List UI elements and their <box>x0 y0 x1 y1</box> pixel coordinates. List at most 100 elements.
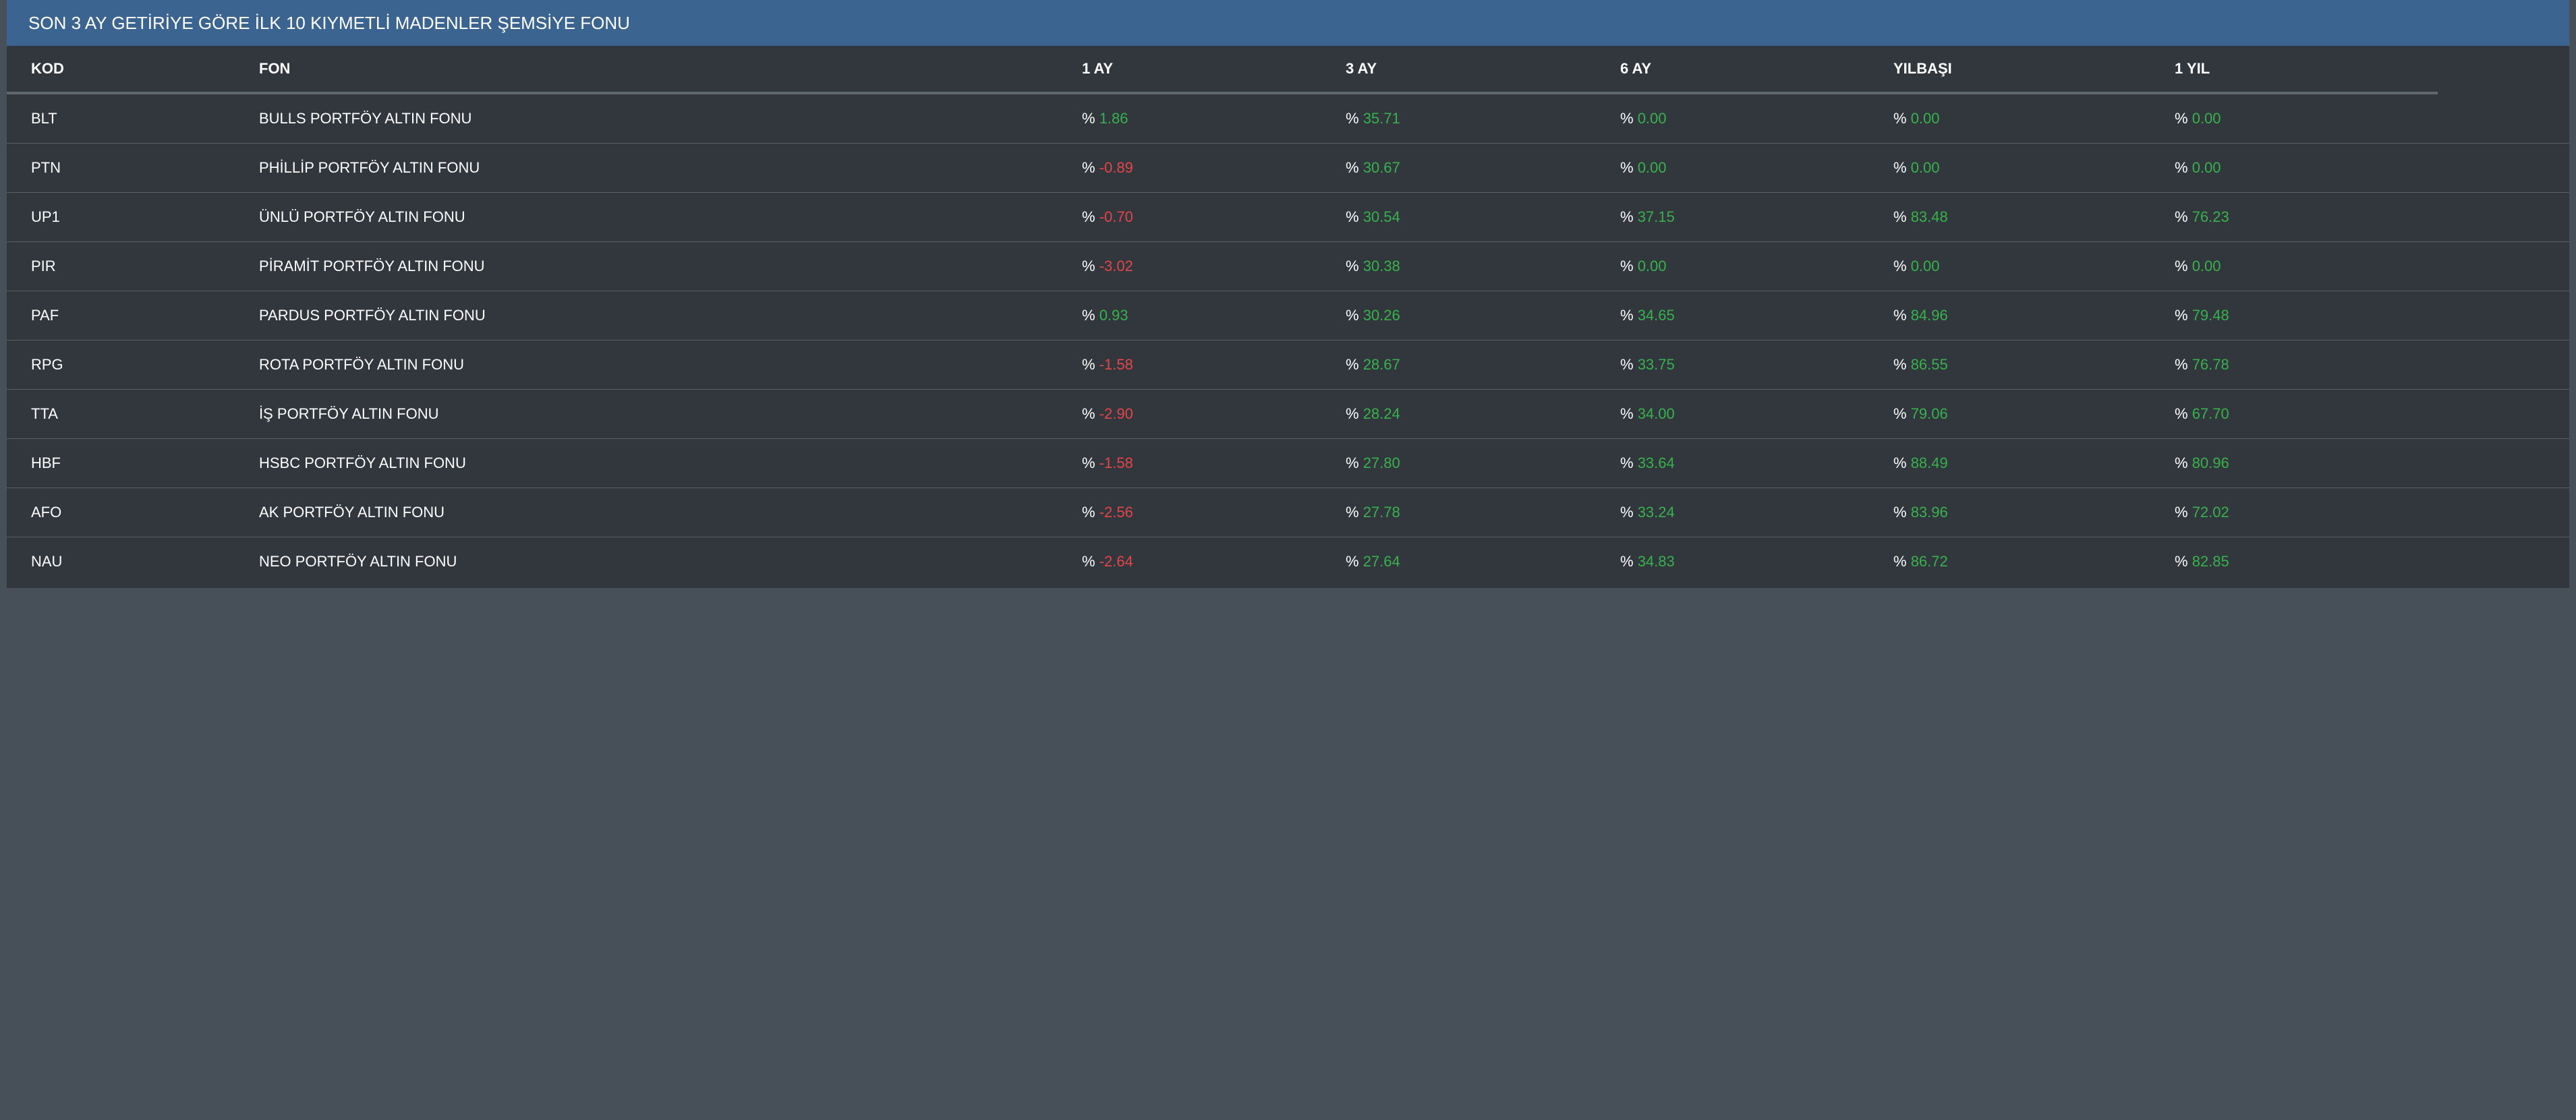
percent-sign: % <box>1346 110 1359 127</box>
table-row[interactable]: HBF HSBC PORTFÖY ALTIN FONU% -1.58% 27.80… <box>7 439 2569 488</box>
percent-sign: % <box>1620 553 1634 570</box>
return-1-yil-value: 79.48 <box>2192 307 2229 324</box>
fund-name-cell[interactable]: ROTA PORTFÖY ALTIN FONU <box>259 356 464 373</box>
return-3-ay-value: 27.80 <box>1363 454 1400 471</box>
return-6-ay-value: 33.64 <box>1637 454 1675 471</box>
column-header-1-yil[interactable]: 1 YIL <box>2175 60 2210 77</box>
table-row[interactable]: PIR PİRAMİT PORTFÖY ALTIN FONU% -3.02% 30… <box>7 242 2569 291</box>
return-6-ay-value: 33.24 <box>1637 504 1675 521</box>
fund-code-cell[interactable]: PAF <box>31 307 59 324</box>
fund-code-cell[interactable]: TTA <box>31 405 58 422</box>
table-row[interactable]: PAF PARDUS PORTFÖY ALTIN FONU% 0.93% 30.2… <box>7 291 2569 341</box>
return-6-ay-cell: % 0.00 <box>1620 242 1667 291</box>
return-1-ay-cell: % 1.86 <box>1082 94 1128 143</box>
percent-sign: % <box>1346 454 1359 471</box>
fund-code-cell[interactable]: HBF <box>31 454 61 471</box>
percent-sign: % <box>1620 356 1634 373</box>
column-header-3-ay[interactable]: 3 AY <box>1346 60 1377 77</box>
fund-code-cell[interactable]: NAU <box>31 553 63 570</box>
percent-sign: % <box>2175 159 2188 176</box>
fund-code-cell[interactable]: RPG <box>31 356 63 373</box>
column-header-yilbasi[interactable]: YILBAŞI <box>1893 60 1952 77</box>
table-row[interactable]: RPG ROTA PORTFÖY ALTIN FONU% -1.58% 28.67… <box>7 341 2569 390</box>
return-3-ay-value: 30.38 <box>1363 258 1400 274</box>
fund-name-cell[interactable]: NEO PORTFÖY ALTIN FONU <box>259 553 457 570</box>
percent-sign: % <box>1082 258 1095 274</box>
return-1-yil-cell: % 67.70 <box>2175 390 2229 438</box>
percent-sign: % <box>1082 208 1095 225</box>
column-header-fon[interactable]: FON <box>259 60 291 77</box>
fund-code-cell[interactable]: AFO <box>31 504 62 521</box>
table-row[interactable]: TTA İŞ PORTFÖY ALTIN FONU% -2.90% 28.24% … <box>7 390 2569 439</box>
fund-name-cell[interactable]: PİRAMİT PORTFÖY ALTIN FONU <box>259 258 485 274</box>
return-1-yil-value: 0.00 <box>2192 258 2221 274</box>
percent-sign: % <box>1082 454 1095 471</box>
percent-sign: % <box>1620 110 1634 127</box>
table-row[interactable]: NAU NEO PORTFÖY ALTIN FONU% -2.64% 27.64%… <box>7 537 2569 587</box>
percent-sign: % <box>2175 504 2188 521</box>
percent-sign: % <box>1082 356 1095 373</box>
fund-name-cell[interactable]: PARDUS PORTFÖY ALTIN FONU <box>259 307 486 324</box>
return-3-ay-value: 30.26 <box>1363 307 1400 324</box>
percent-sign: % <box>1346 258 1359 274</box>
percent-sign: % <box>1620 208 1634 225</box>
fund-code-cell[interactable]: PIR <box>31 258 56 274</box>
return-6-ay-value: 0.00 <box>1637 110 1667 127</box>
fund-code-cell[interactable]: BLT <box>31 110 57 127</box>
percent-sign: % <box>1082 504 1095 521</box>
return-1-yil-value: 72.02 <box>2192 504 2229 521</box>
return-1-yil-cell: % 0.00 <box>2175 94 2221 143</box>
percent-sign: % <box>1620 454 1634 471</box>
return-1-yil-cell: % 76.78 <box>2175 341 2229 389</box>
percent-sign: % <box>1082 307 1095 324</box>
fund-name-cell[interactable]: ÜNLÜ PORTFÖY ALTIN FONU <box>259 208 465 225</box>
percent-sign: % <box>1082 159 1095 176</box>
percent-sign: % <box>1082 553 1095 570</box>
return-1-ay-value: -1.58 <box>1099 454 1133 471</box>
return-yilbasi-cell: % 83.48 <box>1893 193 1948 241</box>
return-yilbasi-cell: % 0.00 <box>1893 94 1940 143</box>
return-1-ay-value: -3.02 <box>1099 258 1133 274</box>
percent-sign: % <box>1893 454 1907 471</box>
return-6-ay-cell: % 0.00 <box>1620 144 1667 192</box>
fund-name-cell[interactable]: BULLS PORTFÖY ALTIN FONU <box>259 110 472 127</box>
fund-name-cell[interactable]: İŞ PORTFÖY ALTIN FONU <box>259 405 439 422</box>
return-3-ay-value: 28.67 <box>1363 356 1400 373</box>
panel-title: SON 3 AY GETİRİYE GÖRE İLK 10 KIYMETLİ M… <box>7 0 2569 46</box>
column-header-kod[interactable]: KOD <box>31 60 64 77</box>
return-6-ay-cell: % 0.00 <box>1620 94 1667 143</box>
return-6-ay-value: 33.75 <box>1637 356 1675 373</box>
percent-sign: % <box>1082 405 1095 422</box>
return-3-ay-value: 30.67 <box>1363 159 1400 176</box>
fund-name-cell[interactable]: PHİLLİP PORTFÖY ALTIN FONU <box>259 159 480 176</box>
table-body: BLT BULLS PORTFÖY ALTIN FONU% 1.86% 35.71… <box>7 94 2569 587</box>
table-row[interactable]: UP1 ÜNLÜ PORTFÖY ALTIN FONU% -0.70% 30.54… <box>7 193 2569 242</box>
return-6-ay-cell: % 33.24 <box>1620 488 1675 537</box>
percent-sign: % <box>2175 258 2188 274</box>
column-header-1-ay[interactable]: 1 AY <box>1082 60 1114 77</box>
return-1-ay-cell: % -2.56 <box>1082 488 1133 537</box>
percent-sign: % <box>1893 504 1907 521</box>
return-6-ay-cell: % 34.00 <box>1620 390 1675 438</box>
return-1-ay-value: -2.90 <box>1099 405 1133 422</box>
return-1-ay-cell: % -0.89 <box>1082 144 1133 192</box>
return-yilbasi-value: 0.00 <box>1910 110 1940 127</box>
fund-code-cell[interactable]: UP1 <box>31 208 60 225</box>
table-row[interactable]: BLT BULLS PORTFÖY ALTIN FONU% 1.86% 35.71… <box>7 94 2569 144</box>
return-yilbasi-cell: % 88.49 <box>1893 439 1948 488</box>
return-yilbasi-value: 86.72 <box>1910 553 1948 570</box>
return-3-ay-cell: % 30.38 <box>1346 242 1400 291</box>
percent-sign: % <box>2175 110 2188 127</box>
percent-sign: % <box>1893 159 1907 176</box>
return-3-ay-cell: % 30.54 <box>1346 193 1400 241</box>
percent-sign: % <box>1346 405 1359 422</box>
fund-name-cell[interactable]: HSBC PORTFÖY ALTIN FONU <box>259 454 466 471</box>
fund-code-cell[interactable]: PTN <box>31 159 61 176</box>
return-1-yil-cell: % 79.48 <box>2175 291 2229 340</box>
table-row[interactable]: PTN PHİLLİP PORTFÖY ALTIN FONU % -0.89% 30… <box>7 144 2569 193</box>
percent-sign: % <box>1620 307 1634 324</box>
column-header-6-ay[interactable]: 6 AY <box>1620 60 1652 77</box>
table-row[interactable]: AFO AK PORTFÖY ALTIN FONU% -2.56% 27.78% … <box>7 488 2569 537</box>
return-1-ay-value: -2.56 <box>1099 504 1133 521</box>
fund-name-cell[interactable]: AK PORTFÖY ALTIN FONU <box>259 504 445 521</box>
